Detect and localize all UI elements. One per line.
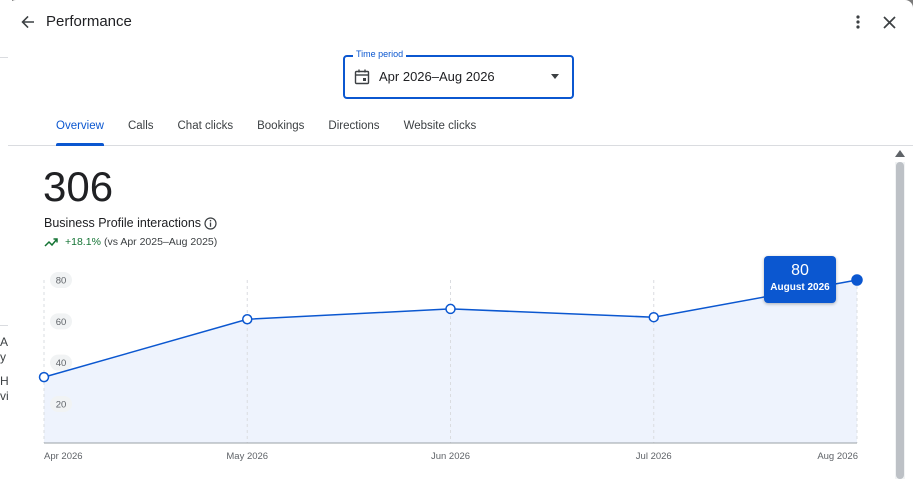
page-title: Performance xyxy=(46,13,132,30)
trending-up-icon xyxy=(44,238,58,247)
tooltip-value: 80 xyxy=(791,262,809,279)
metric-tabs: Overview Calls Chat clicks Bookings Dire… xyxy=(44,112,488,146)
tab-bookings[interactable]: Bookings xyxy=(257,120,305,132)
scroll-up-arrow-icon[interactable] xyxy=(895,150,905,157)
performance-dialog: Performance Time period Apr 2026–Aug 202… xyxy=(8,0,913,479)
more-vert-icon xyxy=(856,15,860,29)
dialog-header: Performance Time period Apr 2026–Aug 202… xyxy=(8,0,913,146)
background-text: vi xyxy=(0,389,9,403)
close-button[interactable] xyxy=(877,10,901,34)
arrow-back-icon xyxy=(21,15,34,29)
metric-value: 306 xyxy=(43,163,114,210)
background-text: y xyxy=(0,350,6,364)
background-divider xyxy=(0,57,12,58)
time-period-select[interactable]: Time period Apr 2026–Aug 2026 xyxy=(343,49,574,99)
tab-website-clicks[interactable]: Website clicks xyxy=(403,120,477,132)
background-text: A xyxy=(0,335,9,349)
tab-directions[interactable]: Directions xyxy=(328,120,380,132)
chart-tooltip: 80 August 2026 xyxy=(764,256,836,303)
tab-overview[interactable]: Overview xyxy=(44,112,116,146)
time-period-value: Apr 2026–Aug 2026 xyxy=(379,69,495,84)
scrollbar-thumb[interactable] xyxy=(896,162,904,479)
overview-panel: 306 Business Profile interactions +18.1%… xyxy=(8,146,913,479)
metric-label: Business Profile interactions xyxy=(44,216,202,230)
close-icon xyxy=(882,15,896,29)
tab-chat-clicks[interactable]: Chat clicks xyxy=(177,120,234,132)
comparison-period: (vs Apr 2025–Aug 2025) xyxy=(104,236,218,248)
tab-calls[interactable]: Calls xyxy=(127,120,154,132)
back-button[interactable] xyxy=(16,10,40,34)
more-options-button[interactable] xyxy=(846,10,870,34)
info-icon[interactable] xyxy=(204,217,217,230)
change-percent: +18.1% xyxy=(65,236,101,248)
background-text: H xyxy=(0,374,9,388)
background-divider xyxy=(0,325,12,326)
time-period-label: Time period xyxy=(353,49,407,59)
tooltip-date: August 2026 xyxy=(770,282,830,293)
chevron-down-icon xyxy=(551,74,559,79)
calendar-icon xyxy=(354,69,370,85)
